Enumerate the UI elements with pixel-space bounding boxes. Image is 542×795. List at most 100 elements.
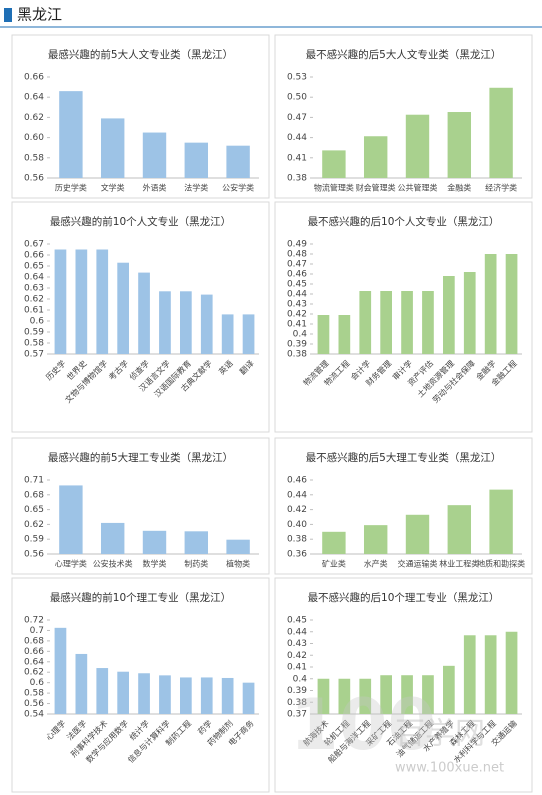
chart-title: 最不感兴趣的后5大人文专业类（黑龙江） <box>306 48 502 61</box>
bar <box>463 635 476 714</box>
bar <box>100 522 125 554</box>
bar <box>422 291 434 354</box>
x-tick-label: 林业工程类 <box>439 559 479 569</box>
bar <box>226 145 250 178</box>
chart-title: 最不感兴趣的后10个人文专业（黑龙江） <box>308 215 500 228</box>
bar <box>380 675 393 714</box>
y-tick-label: 0.66 <box>24 73 44 83</box>
bar <box>447 112 472 178</box>
bar <box>159 291 171 354</box>
bar <box>484 635 497 714</box>
x-tick-label: 矿业类 <box>322 559 346 569</box>
y-tick-label: 0.68 <box>24 636 44 646</box>
y-tick-label: 0.46 <box>287 476 307 486</box>
y-tick-label: 0.4 <box>293 674 308 684</box>
chart-title: 最感兴趣的前10个人文专业（黑龙江） <box>50 215 231 228</box>
bar <box>117 671 130 714</box>
y-tick-label: 0.49 <box>287 240 307 250</box>
x-tick-label: 历史学类 <box>55 183 87 193</box>
bar <box>96 668 109 714</box>
bar <box>221 314 234 354</box>
bar <box>380 291 393 354</box>
y-tick-label: 0.38 <box>287 698 307 708</box>
chart-title: 最感兴趣的前5大理工专业类（黑龙江） <box>48 451 233 464</box>
bar <box>221 677 234 714</box>
bar <box>422 675 434 714</box>
bar <box>442 276 455 354</box>
y-tick-label: 0.41 <box>287 153 307 163</box>
bar <box>363 136 388 178</box>
y-tick-label: 0.43 <box>287 639 307 649</box>
y-tick-label: 0.66 <box>24 647 44 657</box>
y-tick-label: 0.62 <box>24 668 44 678</box>
y-tick-label: 0.47 <box>287 113 307 123</box>
x-tick-label: 地质和勘探类 <box>477 559 525 569</box>
x-tick-label: 经济学类 <box>485 183 517 193</box>
y-tick-label: 0.7 <box>30 626 44 636</box>
y-tick-label: 0.53 <box>287 73 307 83</box>
x-tick-label: 文学类 <box>101 183 125 193</box>
watermark-url: www.100xue.net <box>395 761 504 776</box>
y-tick-label: 0.46 <box>287 270 307 280</box>
x-tick-label: 公安学类 <box>222 183 254 193</box>
y-tick-label: 0.45 <box>287 616 307 626</box>
x-tick-label: 物流管理类 <box>314 183 354 193</box>
bar <box>401 675 413 714</box>
y-tick-label: 0.58 <box>24 339 44 349</box>
bar <box>138 673 150 714</box>
bar <box>179 291 192 354</box>
chart: 最不感兴趣的后10个人文专业（黑龙江）0.380.390.40.410.420.… <box>274 201 533 433</box>
bar <box>242 314 255 354</box>
chart-frame <box>11 437 270 575</box>
bar <box>338 315 351 354</box>
y-tick-label: 0.72 <box>24 616 44 626</box>
x-tick-label: 财会管理类 <box>356 183 396 193</box>
y-tick-label: 0.71 <box>24 476 44 486</box>
y-tick-label: 0.41 <box>287 320 307 330</box>
header-marker <box>4 8 12 22</box>
x-tick-label: 植物类 <box>226 559 250 569</box>
bar <box>54 249 67 354</box>
y-tick-label: 0.62 <box>24 113 44 123</box>
bar <box>338 678 351 714</box>
y-tick-label: 0.65 <box>24 262 44 272</box>
bar <box>317 315 330 354</box>
x-tick-label: 交通运输类 <box>398 559 438 569</box>
y-tick-label: 0.42 <box>287 651 307 661</box>
y-tick-label: 0.6 <box>30 678 45 688</box>
bar <box>59 485 83 554</box>
y-tick-label: 0.42 <box>287 505 307 515</box>
watermark-brand: 百学网 <box>395 717 485 752</box>
x-tick-label: 数学类 <box>143 559 167 569</box>
bar <box>200 294 213 354</box>
bar <box>359 291 372 354</box>
y-tick-label: 0.59 <box>24 535 44 545</box>
bar <box>184 142 209 178</box>
bar <box>159 675 171 714</box>
bar <box>96 249 109 354</box>
y-tick-label: 0.58 <box>24 153 44 163</box>
bar <box>442 665 455 714</box>
chart: 最感兴趣的前5大理工专业类（黑龙江） 0.56 0.59 0.62 0.65 0.68 0.… <box>11 437 270 575</box>
chart-frame <box>274 437 533 575</box>
y-tick-label: 0.64 <box>24 93 44 103</box>
y-tick-label: 0.62 <box>24 295 44 305</box>
y-tick-label: 0.63 <box>24 284 44 294</box>
chart: 最不感兴趣的后10个理工专业（黑龙江） 0.37 0.38 0.39 0.40.41 0.… <box>274 577 533 793</box>
y-tick-label: 0.39 <box>287 340 307 350</box>
y-tick-label: 0.62 <box>24 520 44 530</box>
y-tick-label: 0.68 <box>24 490 44 500</box>
y-tick-label: 0.38 <box>287 350 307 360</box>
bar <box>142 530 167 554</box>
bar <box>405 514 430 554</box>
chart: 最不感兴趣的后5大人文专业类（黑龙江） 0.38 0.41 0.44 0.47 0.50 0… <box>274 34 533 199</box>
y-tick-label: 0.58 <box>24 689 44 699</box>
y-tick-label: 0.64 <box>24 657 44 667</box>
bar <box>463 272 476 354</box>
bar <box>179 677 192 714</box>
bar <box>489 87 513 178</box>
chart-title: 最不感兴趣的后10个理工专业（黑龙江） <box>308 591 500 604</box>
y-tick-label: 0.56 <box>24 174 44 184</box>
chart: 最感兴趣的前10个人文专业（黑龙江）0.570.580.590.60.610.6… <box>11 201 270 433</box>
bar <box>59 91 83 178</box>
